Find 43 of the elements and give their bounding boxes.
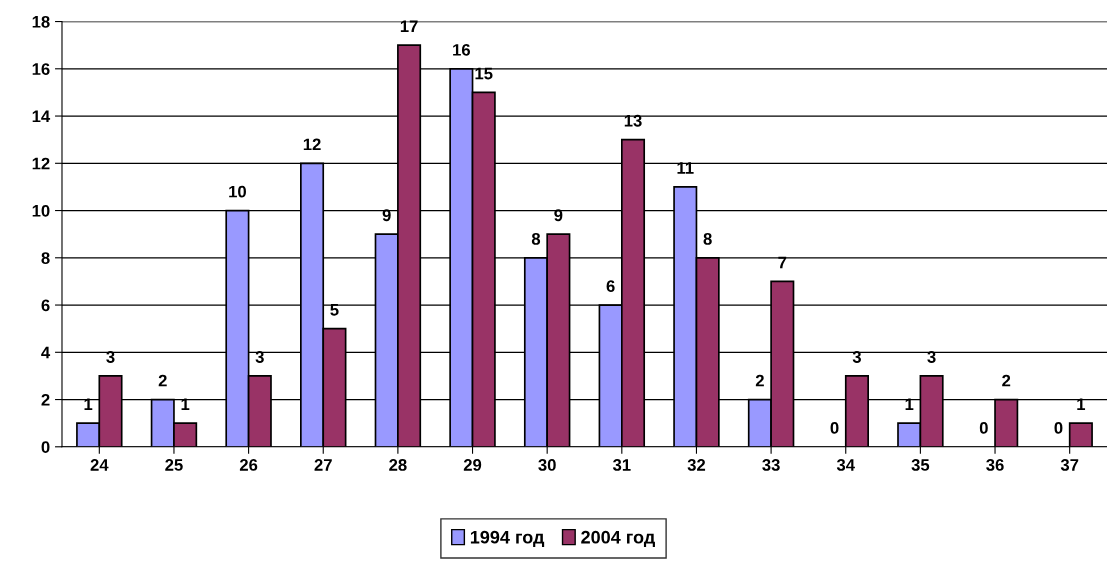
- x-tick-label: 30: [538, 459, 556, 471]
- y-tick-label: 10: [32, 204, 50, 217]
- data-label: 0: [830, 421, 839, 434]
- data-label: 17: [400, 20, 418, 32]
- y-tick-label: 12: [32, 157, 50, 170]
- data-label: 8: [531, 232, 541, 245]
- x-tick-label: 24: [90, 459, 109, 471]
- x-tick-label: 35: [911, 459, 930, 471]
- data-label: 7: [778, 256, 787, 269]
- x-tick-label: 37: [1060, 459, 1079, 471]
- data-label: 16: [453, 43, 470, 56]
- legend-label: 1994 год: [470, 530, 545, 547]
- y-tick-label: 18: [32, 15, 50, 28]
- y-tick-label: 16: [32, 63, 50, 75]
- legend-label: 2004 год: [581, 530, 655, 547]
- x-tick-label: 31: [612, 459, 631, 471]
- y-tick-label: 6: [41, 299, 50, 312]
- x-tick-label: 36: [986, 459, 1004, 471]
- x-tick-label: 28: [389, 459, 407, 471]
- data-label: 12: [303, 138, 321, 151]
- x-tick-label: 29: [463, 459, 482, 471]
- y-tick-label: 8: [41, 252, 50, 264]
- data-label: 0: [979, 421, 988, 434]
- data-label: 2: [755, 374, 764, 387]
- y-tick-label: 4: [41, 346, 51, 359]
- x-tick-label: 27: [314, 459, 332, 471]
- x-tick-label: 32: [687, 459, 706, 471]
- data-label: 6: [606, 280, 615, 293]
- x-tick-label: 33: [762, 459, 780, 471]
- data-label: 15: [475, 67, 493, 80]
- data-label: 10: [229, 185, 246, 198]
- x-tick-label: 34: [836, 459, 855, 471]
- x-tick-label: 26: [239, 459, 258, 471]
- data-label: 13: [624, 114, 642, 127]
- data-label: 2: [158, 374, 167, 387]
- data-label: 8: [703, 232, 712, 245]
- data-label: 2: [1002, 374, 1011, 387]
- data-label: 0: [1054, 421, 1063, 434]
- y-tick-label: 14: [32, 110, 51, 123]
- x-tick-label: 25: [165, 459, 183, 471]
- y-tick-label: 2: [41, 393, 50, 406]
- data-label: 5: [330, 304, 339, 316]
- y-tick-label: 0: [41, 441, 50, 453]
